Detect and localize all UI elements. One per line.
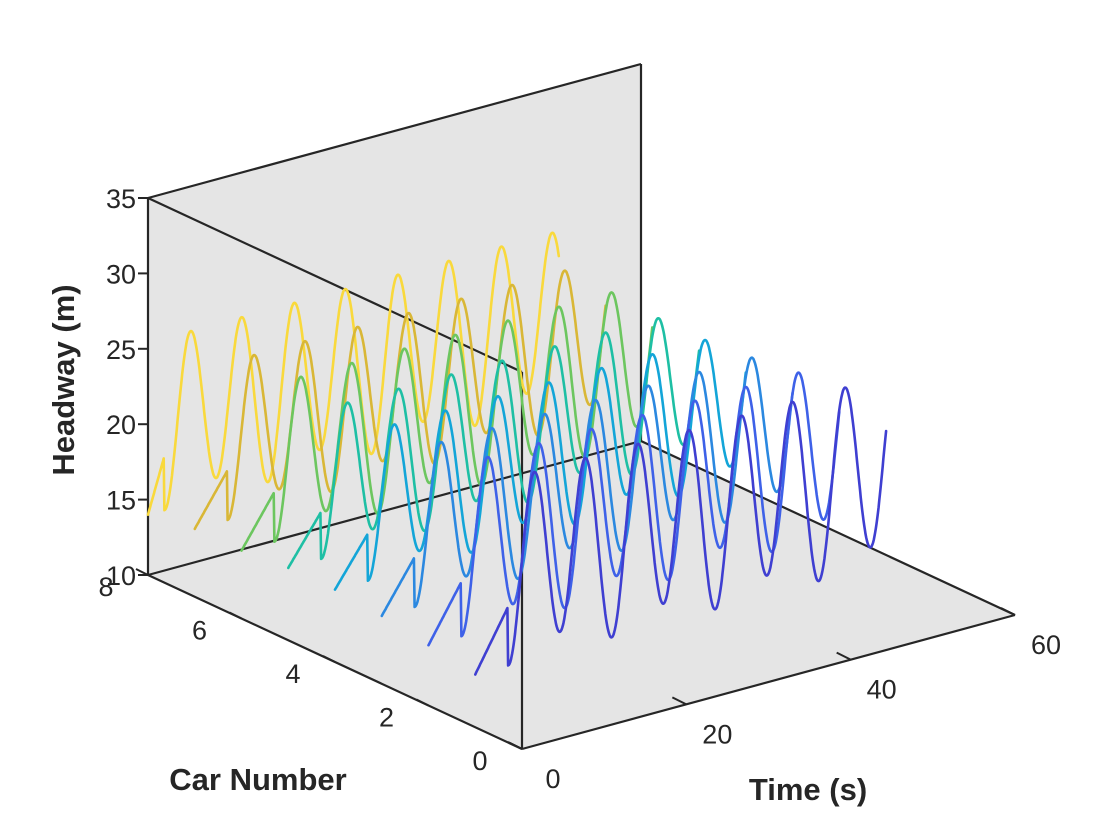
axis-ticks — [135, 197, 1016, 750]
series-car-1 — [473, 386, 888, 676]
y-tick-label: 4 — [285, 659, 300, 689]
z-tick-label: 15 — [106, 486, 136, 516]
frame-edge-7 — [147, 62, 642, 200]
y-tick — [229, 611, 242, 620]
frame-edge-2 — [147, 439, 642, 577]
y-tick — [322, 655, 336, 663]
tick-labels: 10 15 20 25 30 35 0 2 4 6 8 0 20 40 60 — [98, 184, 1061, 794]
floor-pane — [148, 441, 1015, 749]
x-tick-label: 40 — [867, 675, 897, 705]
z-tick-label: 20 — [106, 410, 136, 440]
y-tick — [135, 568, 149, 576]
series-car-8 — [146, 231, 561, 517]
x-tick — [836, 651, 852, 661]
y-axis-title: Car Number — [169, 762, 346, 797]
frame-edge-0 — [521, 613, 1016, 751]
y-tick — [416, 698, 429, 707]
x-axis-title: Time (s) — [749, 772, 867, 807]
y-tick-label: 8 — [98, 572, 113, 602]
z-tick-label: 30 — [106, 259, 136, 289]
x-tick — [1000, 607, 1016, 616]
x-tick — [507, 741, 523, 750]
y-tick-label: 6 — [192, 616, 207, 646]
series-lines — [146, 231, 888, 676]
z-axis-title: Headway (m) — [46, 284, 81, 475]
z-tick-label: 10 — [106, 561, 136, 591]
x-tick-label: 20 — [702, 719, 732, 749]
y-tick-label: 2 — [379, 703, 394, 733]
z-tick-label: 25 — [106, 335, 136, 365]
x-tick-label: 0 — [545, 764, 560, 794]
x-tick-label: 60 — [1031, 630, 1061, 660]
y-tick-label: 0 — [472, 746, 487, 776]
z-tick-label: 35 — [106, 184, 136, 214]
x-tick — [671, 696, 687, 706]
